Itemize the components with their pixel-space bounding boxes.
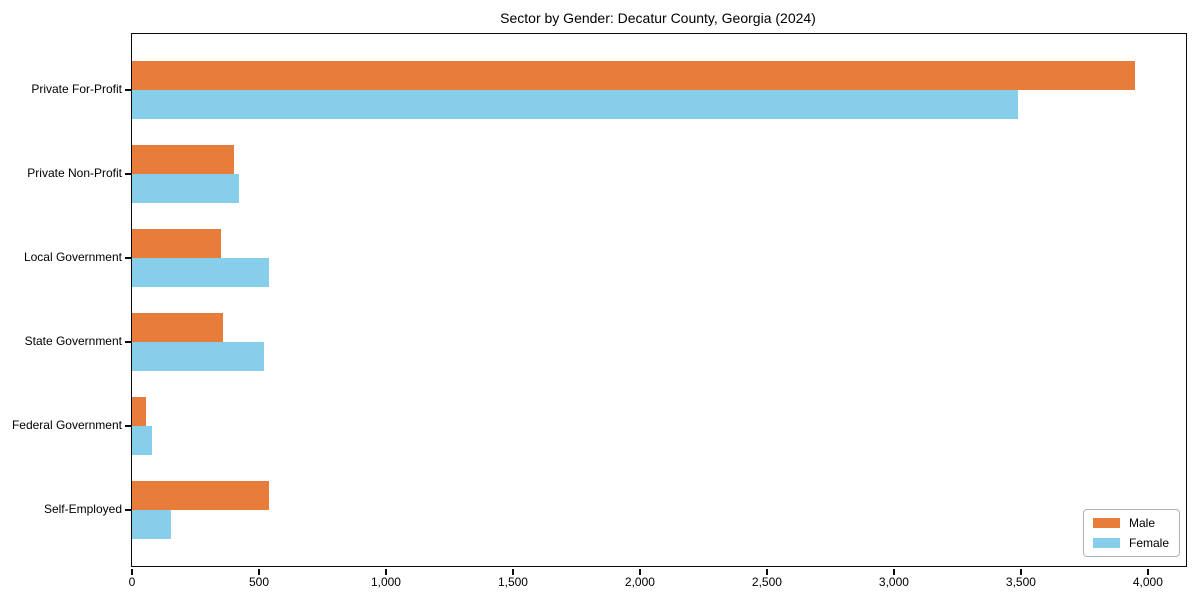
- xtick-label-3000: 3,000: [878, 575, 909, 589]
- xtick-mark-2000: [639, 568, 641, 575]
- ytick-mark-private-non-profit: [125, 173, 131, 175]
- xtick-label-3500: 3,500: [1005, 575, 1036, 589]
- bar-male-local-government: [132, 229, 221, 258]
- bar-male-private-for-profit: [132, 61, 1135, 90]
- bar-female-federal-government: [132, 426, 152, 455]
- xtick-mark-3000: [893, 568, 895, 575]
- xtick-label-1000: 1,000: [370, 575, 401, 589]
- ytick-mark-federal-government: [125, 425, 131, 427]
- ytick-label-private-non-profit: Private Non-Profit: [27, 166, 122, 180]
- bar-male-federal-government: [132, 397, 146, 426]
- xtick-label-2500: 2,500: [751, 575, 782, 589]
- ytick-mark-private-for-profit: [125, 89, 131, 91]
- legend-label-female: Female: [1128, 536, 1169, 550]
- legend-label-male: Male: [1128, 516, 1155, 530]
- chart-title: Sector by Gender: Decatur County, Georgi…: [500, 10, 816, 26]
- plot-area: Private For-Profit Private Non-Profit Loca…: [12, 33, 1187, 589]
- ytick-label-local-government: Local Government: [23, 250, 122, 264]
- xtick-mark-1000: [385, 568, 387, 575]
- legend-swatch-female: [1092, 538, 1120, 548]
- legend: Male Female: [1082, 509, 1180, 557]
- xtick-label-1500: 1,500: [497, 575, 528, 589]
- xtick-label-4000: 4,000: [1132, 575, 1163, 589]
- xtick-label-2000: 2,000: [624, 575, 655, 589]
- bar-female-self-employed: [132, 510, 171, 539]
- bar-female-private-non-profit: [132, 174, 239, 203]
- bar-female-private-for-profit: [132, 90, 1018, 119]
- bar-male-self-employed: [132, 481, 269, 510]
- xtick-mark-3500: [1020, 568, 1022, 575]
- bar-male-private-non-profit: [132, 145, 234, 174]
- ytick-label-private-for-profit: Private For-Profit: [31, 82, 122, 96]
- xtick-label-500: 500: [248, 575, 269, 589]
- ytick-label-state-government: State Government: [24, 334, 122, 348]
- legend-entry-male: Male: [1092, 516, 1169, 530]
- ytick-mark-self-employed: [125, 509, 131, 511]
- ytick-label-self-employed: Self-Employed: [43, 502, 122, 516]
- bar-male-state-government: [132, 313, 223, 342]
- xtick-label-0: 0: [128, 575, 136, 589]
- bar-female-state-government: [132, 342, 264, 371]
- xtick-mark-4000: [1147, 568, 1149, 575]
- legend-swatch-male: [1092, 518, 1120, 528]
- bar-female-local-government: [132, 258, 269, 287]
- xtick-mark-500: [258, 568, 260, 575]
- ytick-label-federal-government: Federal Government: [11, 418, 122, 432]
- ytick-mark-local-government: [125, 257, 131, 259]
- legend-entry-female: Female: [1092, 536, 1169, 550]
- ytick-mark-state-government: [125, 341, 131, 343]
- xtick-mark-2500: [766, 568, 768, 575]
- xtick-mark-1500: [512, 568, 514, 575]
- xtick-mark-0: [131, 568, 133, 575]
